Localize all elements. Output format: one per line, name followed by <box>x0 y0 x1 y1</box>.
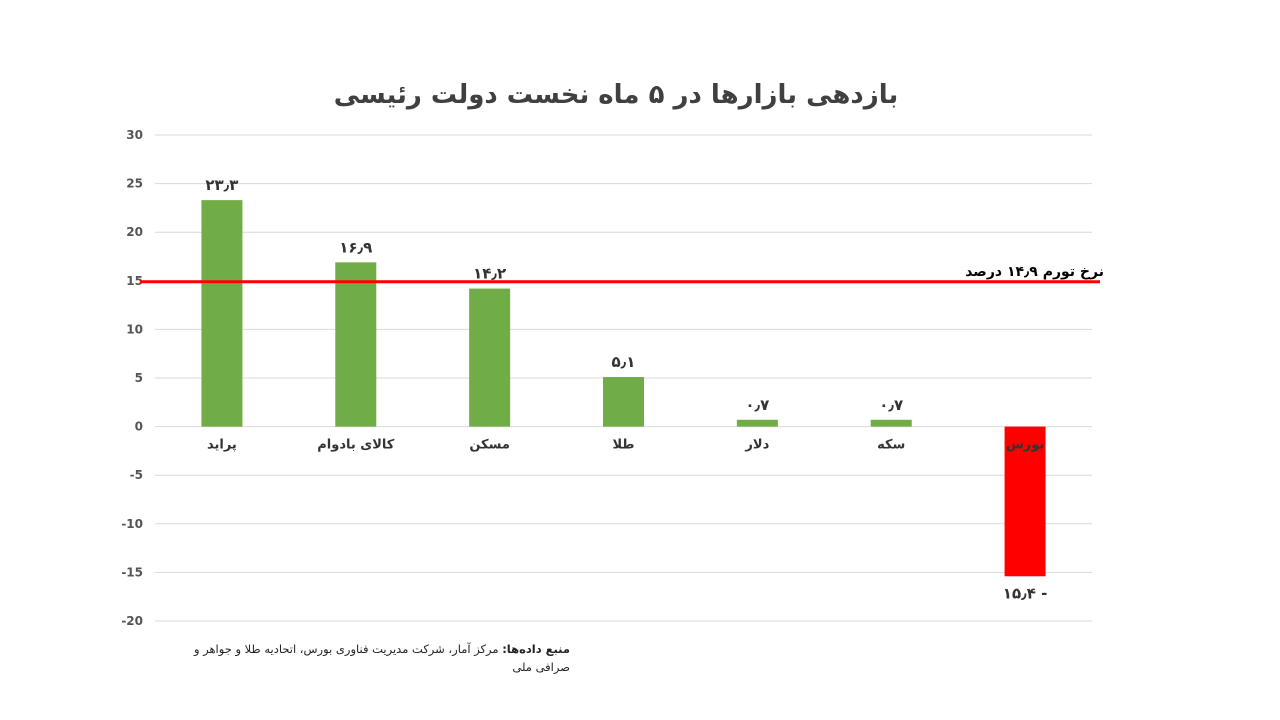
y-tick-label: 5 <box>135 371 143 385</box>
category-label: کالای بادوام <box>317 438 395 453</box>
y-tick-label: 20 <box>126 225 143 239</box>
y-tick-label: -10 <box>121 517 143 531</box>
bar <box>870 419 912 427</box>
category-label: پراید <box>207 438 237 453</box>
category-label: مسکن <box>469 438 510 453</box>
bar <box>1004 426 1046 577</box>
source-label: منبع داده‌ها: <box>502 642 570 656</box>
bar <box>603 377 644 427</box>
bar <box>335 262 377 427</box>
source-note: منبع داده‌ها: مرکز آمار، شرکت مدیریت فنا… <box>160 640 570 677</box>
y-tick-label: 25 <box>126 177 143 191</box>
data-label: - ۱۵٫۴ <box>1003 584 1048 602</box>
data-label: ۱۴٫۲ <box>473 265 506 283</box>
category-label: سکه <box>877 438 905 453</box>
category-label: طلا <box>612 438 634 453</box>
y-tick-label: 15 <box>126 274 143 288</box>
y-tick-label: -20 <box>121 614 143 628</box>
category-label: دلار <box>744 438 769 453</box>
y-tick-label: 10 <box>126 322 143 336</box>
bar <box>469 288 511 427</box>
category-label: بورس <box>1006 438 1044 453</box>
data-label: ۲۳٫۳ <box>205 176 238 194</box>
bar <box>201 200 243 427</box>
data-label: ۵٫۱ <box>612 353 636 371</box>
bar <box>736 419 778 427</box>
y-tick-label: -5 <box>130 468 143 482</box>
data-label: ۰٫۷ <box>879 396 903 414</box>
inflation-reference-label: نرخ تورم ۱۴٫۹ درصد <box>965 264 1104 280</box>
data-label: ۱۶٫۹ <box>339 238 372 256</box>
chart-title: بازدهی بازارها در ۵ ماه نخست دولت رئیسی <box>333 80 899 110</box>
y-tick-label: -15 <box>121 565 143 579</box>
y-tick-label: 0 <box>135 420 143 434</box>
source-text: مرکز آمار، شرکت مدیریت فناوری بورس، اتحا… <box>193 642 570 675</box>
data-label: ۰٫۷ <box>745 396 769 414</box>
y-tick-label: 30 <box>126 128 143 142</box>
